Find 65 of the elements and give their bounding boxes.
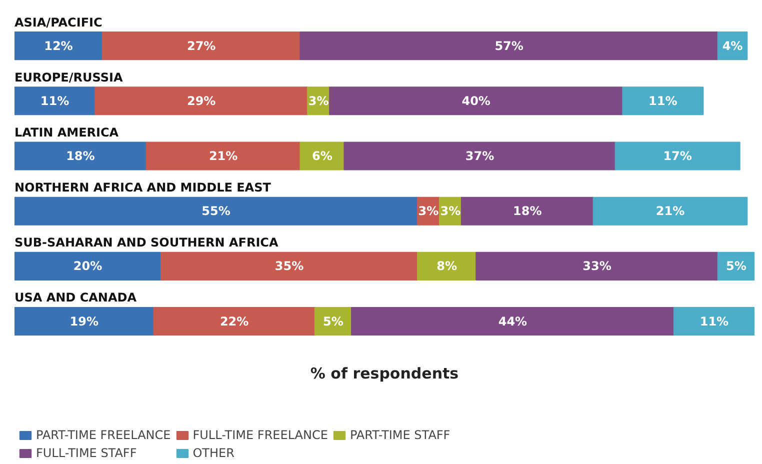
data-label: 18% [66,148,95,163]
bar [14,196,418,226]
bar [351,306,674,336]
bar [416,252,477,280]
bar [614,142,740,170]
data-label: 12% [44,38,73,53]
data-label: 4% [722,38,743,53]
data-label: 27% [186,38,216,53]
legend-label: FULL-TIME STAFF [36,446,137,460]
bar [717,252,754,280]
bar [14,306,154,336]
data-label: 29% [186,94,216,108]
legend-label: FULL-TIME FREELANCE [192,428,328,442]
bar [476,252,718,280]
data-label: 18% [513,204,542,218]
data-label: 37% [465,148,494,163]
y-tick-label: ASIA/PACIFIC [14,15,102,30]
bar [14,86,96,116]
data-label: 5% [726,259,746,274]
data-label: 3% [418,204,439,218]
bar [14,142,147,170]
bar [160,252,418,280]
y-tick-label: LATIN AMERICA [14,125,120,140]
data-label: 57% [494,38,524,53]
bar [592,196,748,226]
data-label: 44% [498,314,528,328]
bar [300,32,718,60]
bar [329,86,624,116]
bar [94,86,308,116]
data-label: 8% [436,259,457,274]
y-tick-label: EUROPE/RUSSIA [14,70,124,84]
data-label: 3% [308,94,329,108]
data-label: 21% [656,204,685,218]
x-axis-title: % of respondents [310,364,459,383]
data-label: 11% [648,94,678,108]
bar [344,142,616,170]
bar [460,196,594,226]
bar [14,252,162,280]
bar [153,306,316,336]
legend-label: PART-TIME FREELANCE [36,428,171,442]
bar [622,86,704,116]
y-tick-label: SUB-SAHARAN AND SOUTHERN AFRICA [14,236,279,250]
bar [300,142,345,170]
data-label: 21% [208,148,238,163]
data-label: 6% [312,148,332,163]
bar [14,32,103,60]
data-label: 35% [274,259,304,274]
data-label: 11% [700,314,729,328]
bar [673,306,754,336]
data-label: 20% [73,259,102,274]
y-tick-label: USA AND CANADA [14,290,138,305]
data-label: 11% [40,94,70,108]
data-label: 33% [582,259,612,274]
legend-label: PART-TIME STAFF [350,428,450,442]
data-label: 22% [220,314,249,328]
y-tick-label: NORTHERN AFRICA AND MIDDLE EAST [14,180,272,195]
data-label: 3% [440,204,461,218]
legend-label: OTHER [192,446,234,460]
data-label: 55% [202,204,230,218]
bar [146,142,301,170]
data-label: 40% [462,94,490,108]
bar [102,32,301,60]
data-label: 17% [663,148,692,163]
data-label: 5% [323,314,344,328]
data-label: 19% [70,314,98,328]
